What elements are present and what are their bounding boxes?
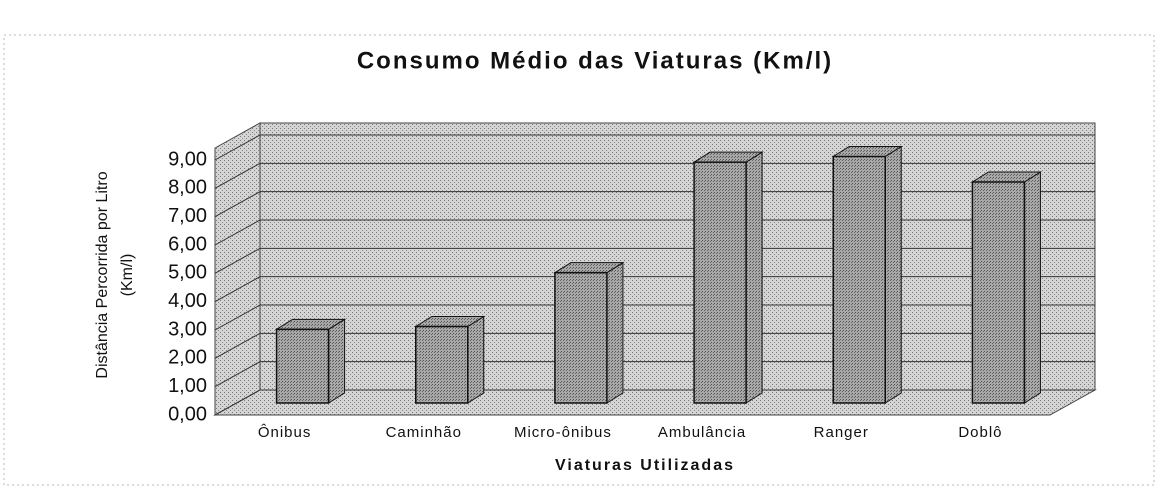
- y-tick-label: 4,00: [168, 290, 207, 312]
- grid-line: [214, 162, 1095, 189]
- grid-line: [214, 389, 1095, 416]
- grid-line: [214, 247, 1095, 274]
- bar: [971, 181, 1026, 404]
- y-tick-label: 8,00: [168, 177, 207, 199]
- x-tick-label: Caminhão: [386, 424, 462, 441]
- y-tick-label: 0,00: [168, 403, 207, 425]
- y-tick-label: 9,00: [168, 148, 207, 170]
- bar-side: [1023, 171, 1041, 404]
- grid-line: [214, 304, 1095, 331]
- bar-side: [884, 145, 902, 404]
- bar-side: [606, 261, 624, 404]
- chart-title: Consumo Médio das Viaturas (Km/l): [357, 47, 833, 74]
- frame: [3, 34, 1155, 486]
- y-tick-label: 6,00: [168, 233, 207, 255]
- y-axis-label: Distância Percorrida por Litro: [94, 171, 111, 378]
- bar: [415, 325, 469, 404]
- x-tick-label: Ambulância: [658, 424, 746, 441]
- x-tick-label: Micro-ônibus: [514, 424, 612, 441]
- bar: [832, 155, 886, 404]
- y-tick-label: 3,00: [168, 318, 207, 340]
- x-tick-label: Doblô: [958, 424, 1002, 441]
- x-tick-label: Ônibus: [258, 424, 312, 441]
- bar-side: [745, 151, 763, 404]
- bar-side: [467, 315, 485, 404]
- y-tick-label: 7,00: [168, 205, 207, 227]
- grid-line: [214, 134, 1095, 161]
- x-axis-label: Viaturas Utilizadas: [555, 457, 735, 474]
- floor: [213, 389, 1097, 416]
- bar: [275, 328, 330, 404]
- y-tick-label: 2,00: [168, 347, 207, 369]
- y-tick-label: 1,00: [168, 375, 207, 397]
- y-tick-label: 5,00: [168, 262, 207, 284]
- grid-line: [214, 276, 1095, 303]
- plot: 0,00 1,00 2,00 3,00 4,00 5,00 6,00 7,00 8,00 9,00…: [168, 122, 1097, 441]
- bar-side: [328, 318, 346, 404]
- grid-line: [214, 332, 1095, 359]
- y-axis-label: (Km/l): [119, 254, 136, 297]
- grid-line: [214, 191, 1095, 218]
- grid-line: [214, 361, 1095, 388]
- bar: [693, 161, 747, 404]
- bar: [554, 271, 608, 404]
- x-tick-label: Ranger: [814, 424, 869, 441]
- grid-line: [214, 219, 1095, 246]
